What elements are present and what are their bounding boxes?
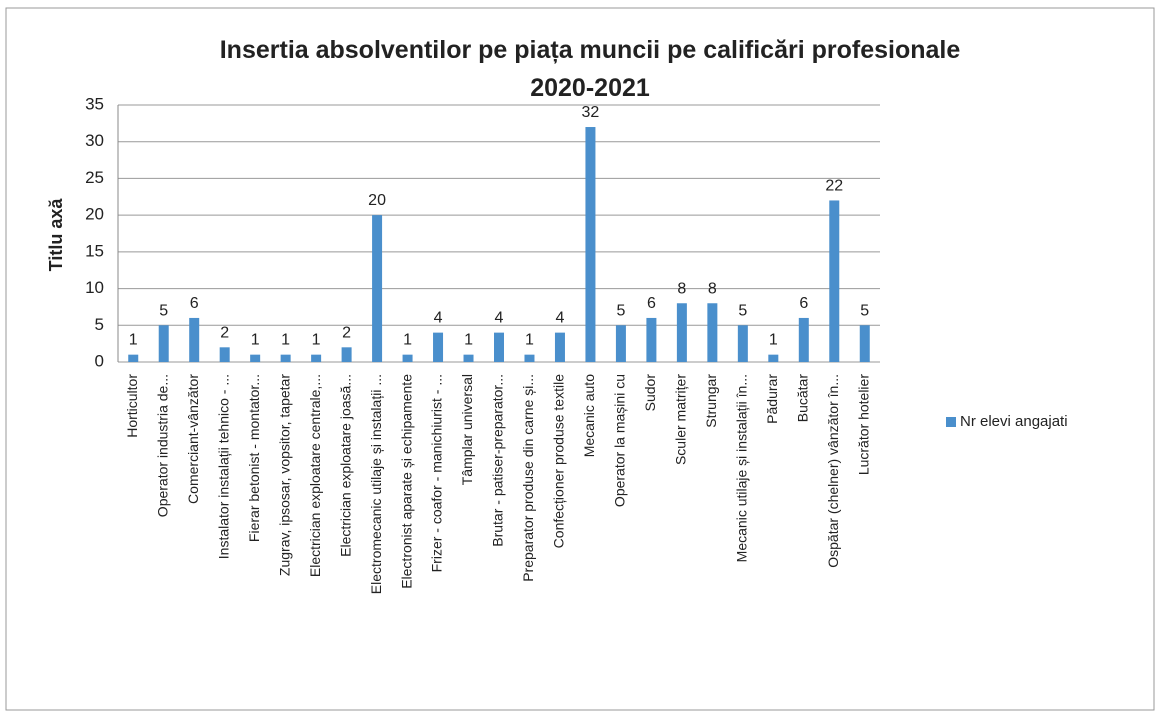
bar	[585, 127, 596, 363]
x-tick-label: Mecanic utilaje și instalații în...	[734, 374, 750, 562]
data-label: 1	[525, 332, 534, 349]
data-label: 5	[159, 302, 168, 319]
x-tick-label: Tâmplar universal	[459, 374, 475, 485]
data-label: 32	[582, 104, 600, 121]
data-label: 4	[556, 310, 565, 327]
x-tick-label: Operator la mașini cu	[612, 374, 628, 507]
y-tick-label: 5	[95, 315, 104, 334]
bar	[311, 354, 322, 362]
data-label: 1	[251, 332, 260, 349]
data-label: 6	[799, 295, 808, 312]
bar	[128, 354, 139, 362]
legend-swatch	[946, 417, 956, 427]
x-tick-label: Bucătar	[795, 374, 811, 423]
bar	[707, 303, 718, 362]
bar	[768, 354, 779, 362]
data-label: 1	[464, 332, 473, 349]
y-tick-label: 20	[85, 205, 104, 224]
x-tick-label: Sculer matrițer	[673, 374, 689, 465]
x-tick-label: Lucrător hotelier	[855, 374, 871, 476]
bar	[859, 325, 870, 362]
bar	[372, 215, 383, 362]
data-label: 5	[860, 302, 869, 319]
x-tick-label: Mecanic auto	[581, 374, 597, 457]
chart-title: Insertia absolventilor pe piața muncii p…	[220, 36, 961, 64]
x-tick-label: Confecționer produse textile	[551, 374, 567, 549]
data-label: 5	[738, 302, 747, 319]
x-tick-label: Comerciant-vânzător	[185, 374, 201, 504]
data-label: 8	[677, 280, 686, 297]
bar	[494, 332, 504, 362]
data-label: 1	[281, 332, 290, 349]
x-tick-label: Pădurar	[764, 374, 780, 424]
bar	[615, 325, 626, 362]
x-tick-label: Ospătar (chelner) vânzător în...	[825, 374, 841, 568]
bar	[402, 354, 413, 362]
x-tick-label: Preparator produse din carne și...	[520, 374, 536, 582]
x-tick-label: Zugrav, ipsosar, vopsitor, tapetar	[276, 374, 292, 576]
y-tick-label: 30	[85, 131, 104, 150]
bar	[250, 354, 261, 362]
y-tick-label: 25	[85, 168, 104, 187]
data-label: 1	[769, 332, 778, 349]
bar	[829, 200, 840, 362]
data-label: 20	[368, 192, 386, 209]
bar	[554, 332, 565, 362]
y-tick-label: 35	[85, 94, 104, 113]
data-label: 2	[220, 324, 229, 341]
y-axis-label: Titlu axă	[46, 198, 66, 272]
data-label: 1	[129, 332, 138, 349]
bar	[341, 347, 352, 362]
x-tick-label: Brutar - patiser-preparator...	[490, 374, 506, 547]
legend-label: Nr elevi angajati	[960, 413, 1068, 430]
chart-border	[5, 7, 1155, 711]
bar	[158, 325, 169, 362]
x-tick-label: Sudor	[642, 374, 658, 412]
chart-title: 2020-2021	[530, 74, 650, 102]
bar	[219, 347, 230, 362]
x-tick-label: Horticultor	[124, 374, 140, 438]
bar	[646, 317, 657, 362]
data-label: 6	[190, 295, 199, 312]
data-label: 4	[434, 310, 443, 327]
data-label: 5	[616, 302, 625, 319]
data-label: 6	[647, 295, 656, 312]
x-tick-label: Electrician exploatare centrale,...	[307, 374, 323, 577]
bar	[798, 317, 809, 362]
x-tick-label: Frizer - coafor - manichiurist - ...	[429, 374, 445, 572]
bar	[463, 354, 474, 362]
data-label: 2	[342, 324, 351, 341]
x-tick-label: Electrician exploatare joasă...	[337, 374, 353, 557]
bar	[189, 317, 200, 362]
x-tick-label: Fierar betonist - montator...	[246, 374, 262, 542]
bar	[524, 354, 535, 362]
y-tick-label: 10	[85, 278, 104, 297]
y-tick-label: 15	[85, 241, 104, 260]
data-label: 8	[708, 280, 717, 297]
y-tick-label: 0	[95, 351, 104, 370]
data-label: 4	[495, 310, 504, 327]
bar	[676, 303, 687, 362]
x-tick-label: Electronist aparate și echipamente	[398, 374, 414, 589]
bar	[433, 332, 444, 362]
x-tick-label: Instalator instalații tehnico - ...	[215, 374, 231, 559]
x-tick-label: Operator industria de...	[154, 374, 170, 517]
x-tick-label: Strungar	[703, 374, 719, 428]
bar	[737, 325, 748, 362]
data-label: 1	[403, 332, 412, 349]
x-tick-label: Electromecanic utilaje și instalații ...	[368, 374, 384, 594]
bar	[280, 354, 291, 362]
data-label: 1	[312, 332, 321, 349]
data-label: 22	[825, 177, 843, 194]
